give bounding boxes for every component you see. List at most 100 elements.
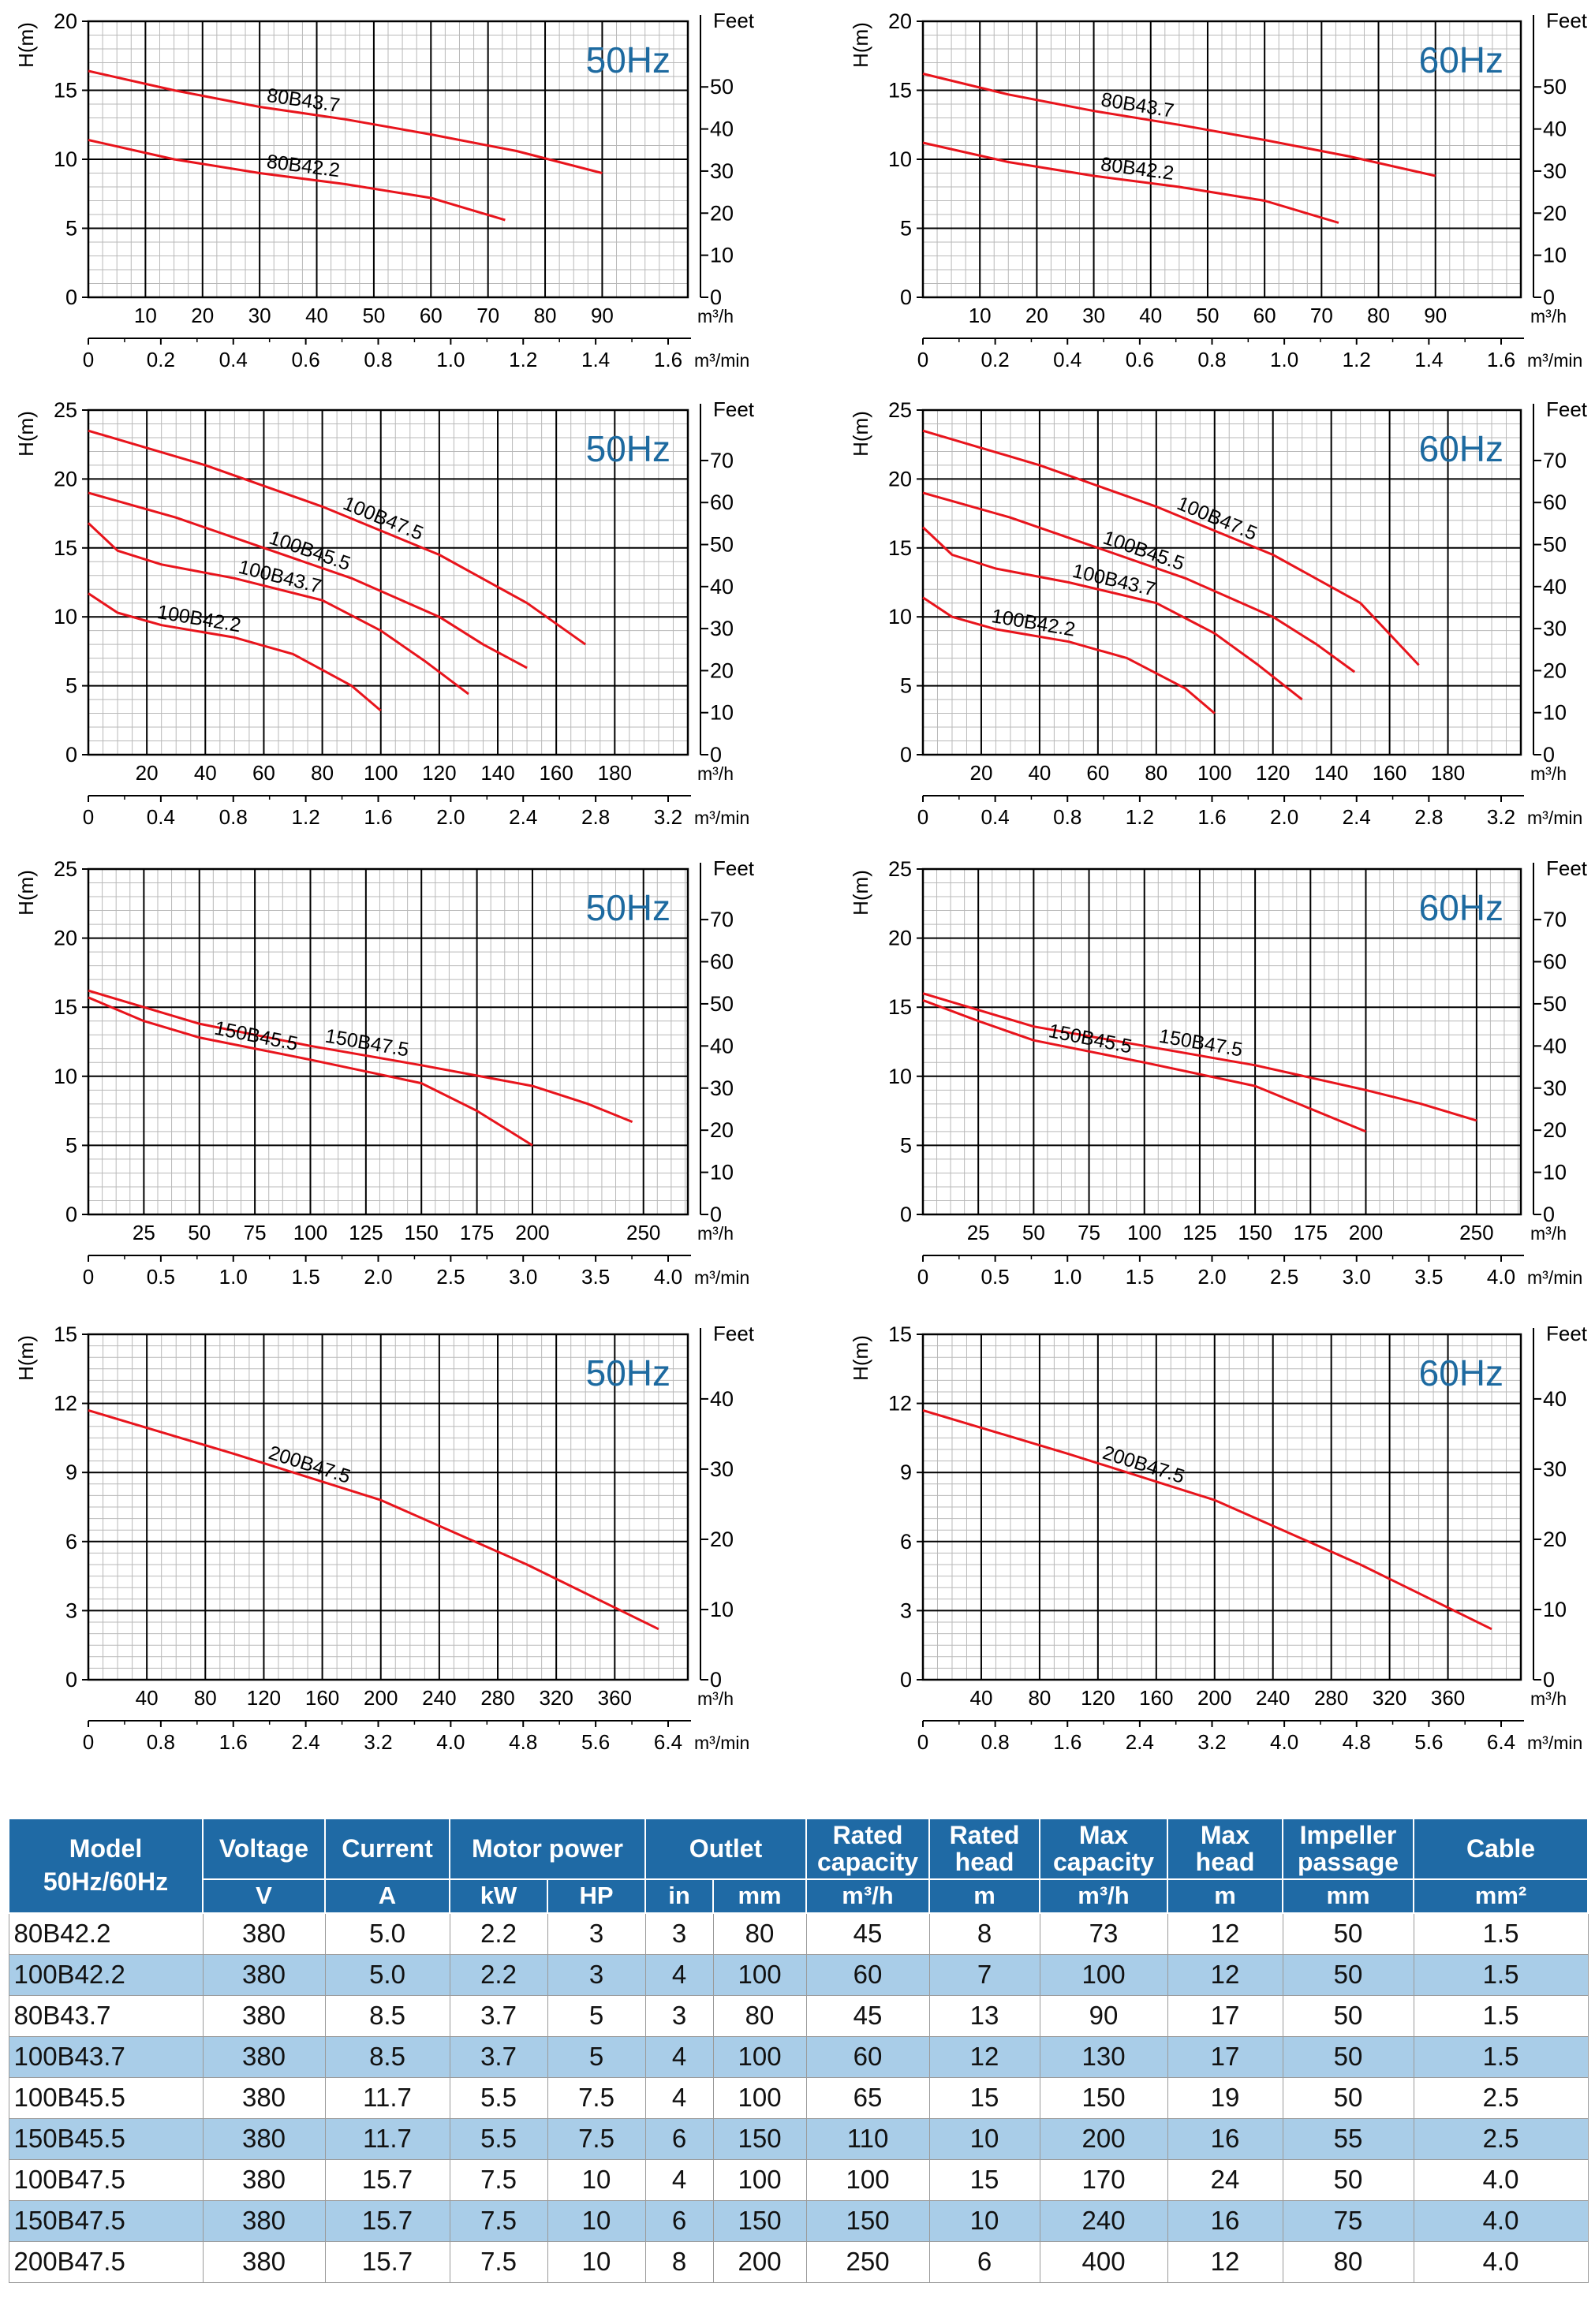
x-tick-label: 240 [1256,1686,1290,1710]
x-tick-label: 75 [244,1221,267,1244]
x2-tick-label: 0.8 [147,1730,175,1754]
x-tick-label: 40 [136,1686,159,1710]
table-cell: 8.5 [324,2035,450,2078]
x-unit-label: m³/h [1530,306,1567,326]
y-tick-label: 12 [888,1392,912,1416]
table-cell: 200 [712,2240,807,2283]
spec-table: Model 50Hz/60Hz Voltage Current Motor po… [8,1817,1589,2283]
header-current: Current [324,1817,450,1881]
frequency-label: 60Hz [1419,428,1503,469]
y-tick-label: 20 [54,467,77,491]
table-cell: 12 [1167,1912,1283,1955]
x2-tick-label: 1.6 [1197,805,1226,829]
curve-150b45-5 [922,998,1367,1133]
x-tick-label: 150 [1238,1221,1272,1244]
plot-frame [87,867,689,1216]
x2-tick-label: 2.4 [292,1730,320,1754]
feet-tick-label: 10 [1543,1598,1567,1621]
feet-tick-label: 40 [710,1034,734,1058]
x2-tick-label: 5.6 [581,1730,610,1754]
y-tick-label: 10 [888,605,912,629]
table-cell: 5.0 [324,1912,450,1955]
feet-axis-label: Feet [713,397,755,421]
y-tick-label: 20 [54,9,77,33]
x-tick-label: 280 [480,1686,514,1710]
unit-cell: m [1167,1878,1284,1914]
x-tick-label: 250 [1459,1221,1493,1244]
table-cell: 15.7 [324,2240,450,2283]
curve-150b45-5 [88,996,533,1147]
table-cell: 150 [1039,2076,1168,2119]
x2-tick-label: 3.2 [364,1730,392,1754]
x-tick-label: 200 [364,1686,398,1710]
x-tick-label: 100 [1127,1221,1161,1244]
curve-100b42-2 [922,596,1216,714]
curve-200b47-5 [922,1408,1492,1631]
table-cell: 100 [712,2076,807,2119]
table-cell: 380 [202,1912,326,1955]
y-tick-label: 9 [65,1460,77,1484]
feet-tick-label: 50 [1543,75,1567,99]
y-tick-label: 15 [888,995,912,1019]
header-model-label: Model [69,1834,143,1863]
feet-tick-label: 50 [710,992,734,1016]
feet-tick-label: 40 [1543,1034,1567,1058]
x2-tick-label: 1.6 [1487,348,1515,371]
feet-tick-label: 40 [710,575,734,599]
table-cell: 90 [1039,1994,1168,2037]
table-cell: 150 [712,2117,807,2160]
table-cell: 7.5 [449,2199,548,2242]
y-axis-label: H(m) [14,22,38,68]
x2-tick-label: 0.4 [1053,348,1081,371]
x-unit-label: m³/h [697,1688,734,1709]
table-cell: 15 [928,2076,1040,2119]
feet-tick-label: 30 [1543,617,1567,640]
x2-tick-label: 1.6 [219,1730,248,1754]
table-row: 150B47.5 380 15.7 7.5 10 6 150 150 10 240 16 75 4.0 [8,2199,1589,2242]
feet-tick-label: 0 [1543,285,1555,309]
table-cell: 60 [805,2035,930,2078]
x2-tick-label: 0 [917,1730,928,1754]
feet-tick-label: 50 [1543,992,1567,1016]
feet-tick-label: 20 [1543,201,1567,225]
table-cell: 1.5 [1413,1953,1589,1996]
feet-tick-label: 60 [710,950,734,974]
x2-unit-label: m³/min [1527,808,1582,828]
table-cell: 10 [928,2117,1040,2160]
feet-tick-label: 20 [710,658,734,682]
table-header-row: Model 50Hz/60Hz Voltage Current Motor po… [8,1817,1589,1914]
table-cell: 19 [1167,2076,1283,2119]
feet-tick-label: 50 [1543,533,1567,557]
table-cell: 10 [547,2240,646,2283]
unit-cell: HP [546,1878,647,1914]
feet-tick-label: 10 [710,1161,734,1184]
series-label: 80B42.2 [265,151,341,182]
table-cell: 5.5 [449,2076,548,2119]
x2-tick-label: 2.0 [1270,805,1298,829]
curve-80b42-2 [88,139,506,222]
model-cell: 150B47.5 [8,2199,204,2242]
table-cell: 3.7 [449,1994,548,2037]
table-cell: 80 [712,1912,807,1955]
y-tick-label: 15 [888,536,912,560]
feet-tick-label: 10 [1543,244,1567,267]
x-tick-label: 200 [1349,1221,1383,1244]
feet-tick-label: 20 [710,1528,734,1551]
x-tick-label: 40 [305,304,328,327]
unit-cell: m [928,1878,1041,1914]
x-tick-label: 50 [1196,304,1219,327]
x2-tick-label: 1.0 [219,1265,248,1289]
x2-tick-label: 1.6 [654,348,682,371]
unit-cell: m³/h [1039,1878,1169,1914]
x2-tick-label: 0 [917,1265,928,1289]
x-tick-label: 140 [480,761,514,785]
y-tick-label: 0 [65,1203,77,1226]
frequency-label: 50Hz [586,39,670,80]
feet-axis-label: Feet [713,856,755,880]
table-cell: 15.7 [324,2199,450,2242]
feet-axis-label: Feet [713,1322,755,1345]
y-tick-label: 0 [900,285,912,309]
table-cell: 6 [644,2199,714,2242]
table-cell: 3 [644,1912,714,1955]
y-tick-label: 25 [888,857,912,881]
